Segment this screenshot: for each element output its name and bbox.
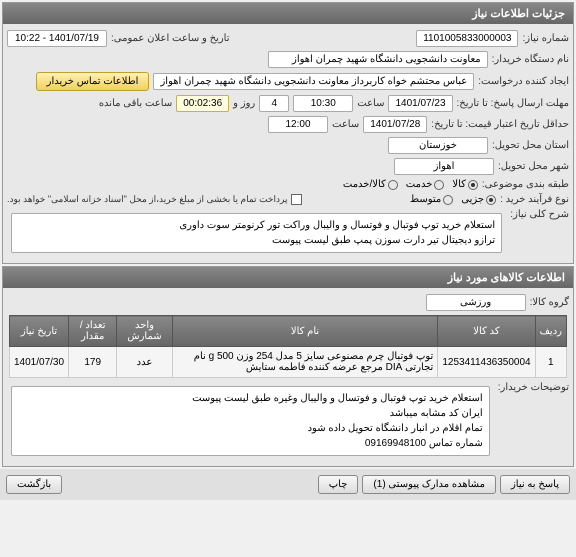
- radio-medium-label: متوسط: [410, 194, 441, 205]
- city-field: اهواز: [394, 158, 494, 175]
- radio-service[interactable]: خدمت: [406, 179, 445, 190]
- panel-title: جزئیات اطلاعات نیاز: [3, 3, 573, 24]
- radio-medium[interactable]: متوسط: [410, 194, 453, 205]
- buyer-note-l2: ایران کد مشابه میباشد: [18, 406, 483, 421]
- buyer-notes-label: توضیحات خریدار:: [498, 382, 569, 393]
- category-radio-group: کالا خدمت کالا/خدمت: [343, 179, 478, 190]
- city-label: شهر محل تحویل:: [498, 161, 569, 172]
- device-label: نام دستگاه خریدار:: [492, 54, 569, 65]
- description-box: استعلام خرید توپ فوتبال و فوتسال و والیب…: [11, 213, 502, 253]
- form-body: شماره نیاز: 1101005833000003 تاریخ و ساع…: [3, 24, 573, 263]
- radio-both[interactable]: کالا/خدمت: [343, 179, 398, 190]
- buyer-note-l4: شماره تماس 09169948100: [18, 436, 483, 451]
- footer-toolbar: پاسخ به نیاز مشاهده مدارک پیوستی (1) چاپ…: [0, 469, 576, 500]
- buyer-note-l3: تمام اقلام در انبار دانشگاه تحویل داده ش…: [18, 421, 483, 436]
- remaining-label: ساعت باقی مانده: [99, 98, 172, 109]
- price-deadline-label: حداقل تاریخ اعتبار قیمت: تا تاریخ:: [431, 119, 569, 130]
- attachments-button[interactable]: مشاهده مدارک پیوستی (1): [362, 475, 496, 494]
- contact-buyer-button[interactable]: اطلاعات تماس خریدار: [36, 72, 150, 91]
- countdown-timer: 00:02:36: [176, 95, 229, 112]
- table-header-row: ردیف کد کالا نام کالا واحد شمارش تعداد /…: [10, 316, 567, 347]
- reply-deadline-label: مهلت ارسال پاسخ: تا تاریخ:: [457, 98, 569, 109]
- cell-code: 1253411436350004: [438, 347, 535, 378]
- cell-date: 1401/07/30: [10, 347, 69, 378]
- col-code: کد کالا: [438, 316, 535, 347]
- goods-panel: اطلاعات کالاهای مورد نیاز گروه کالا: ورز…: [2, 266, 574, 467]
- table-row[interactable]: 1 1253411436350004 توپ فوتبال چرم مصنوعی…: [10, 347, 567, 378]
- reply-button[interactable]: پاسخ به نیاز: [500, 475, 570, 494]
- price-time-field: 12:00: [268, 116, 328, 133]
- radio-goods-label: کالا: [452, 179, 466, 190]
- desc-line1: استعلام خرید توپ فوتبال و فوتسال و والیب…: [18, 218, 495, 233]
- device-field: معاونت دانشجویی دانشگاه شهید چمران اهواز: [268, 51, 488, 68]
- cell-row: 1: [535, 347, 566, 378]
- days-field: 4: [259, 95, 289, 112]
- desc-line2: ترازو دیجیتال تیر دارت سوزن پمپ طبق لیست…: [18, 233, 495, 248]
- province-field: خوزستان: [388, 137, 488, 154]
- goods-group-label: گروه کالا:: [530, 297, 569, 308]
- radio-dot-icon: [486, 195, 496, 205]
- col-qty: تعداد / مقدار: [69, 316, 117, 347]
- need-no-field: 1101005833000003: [416, 30, 518, 47]
- goods-body: گروه کالا: ورزشی ردیف کد کالا نام کالا و…: [3, 288, 573, 466]
- goods-group-field: ورزشی: [426, 294, 526, 311]
- radio-dot-icon: [443, 195, 453, 205]
- goods-table: ردیف کد کالا نام کالا واحد شمارش تعداد /…: [9, 315, 567, 378]
- price-date-field: 1401/07/28: [363, 116, 427, 133]
- desc-label: شرح کلی نیاز:: [510, 209, 569, 220]
- radio-dot-icon: [468, 180, 478, 190]
- reply-time-label: ساعت: [357, 98, 384, 109]
- col-name: نام کالا: [172, 316, 438, 347]
- payment-note: پرداخت تمام یا بخشی از مبلغ خرید،از محل …: [7, 194, 287, 205]
- need-no-label: شماره نیاز:: [522, 33, 569, 44]
- col-date: تاریخ نیاز: [10, 316, 69, 347]
- days-label: روز و: [233, 98, 255, 109]
- col-row: ردیف: [535, 316, 566, 347]
- buyer-note-l1: استعلام خرید توپ فوتبال و فوتسال و والیب…: [18, 391, 483, 406]
- cell-qty: 179: [69, 347, 117, 378]
- cell-unit: عدد: [117, 347, 172, 378]
- creator-field: عباس محتشم خواه کاربرداز معاونت دانشجویی…: [153, 73, 474, 90]
- radio-both-label: کالا/خدمت: [343, 179, 386, 190]
- goods-table-wrapper: ردیف کد کالا نام کالا واحد شمارش تعداد /…: [9, 315, 567, 378]
- col-unit: واحد شمارش: [117, 316, 172, 347]
- creator-label: ایجاد کننده درخواست:: [478, 76, 569, 87]
- reply-time-field: 10:30: [293, 95, 353, 112]
- process-label: نوع فرآیند خرید :: [500, 194, 569, 205]
- announce-field: 1401/07/19 - 10:22: [7, 30, 107, 47]
- province-label: استان محل تحویل:: [492, 140, 569, 151]
- radio-dot-icon: [434, 180, 444, 190]
- category-label: طبقه بندی موضوعی:: [482, 179, 569, 190]
- reply-date-field: 1401/07/23: [388, 95, 452, 112]
- radio-partial-label: جزیی: [461, 194, 484, 205]
- cell-name: توپ فوتبال چرم مصنوعی سایز 5 مدل 254 وزن…: [172, 347, 438, 378]
- goods-panel-title: اطلاعات کالاهای مورد نیاز: [3, 267, 573, 288]
- radio-partial[interactable]: جزیی: [461, 194, 496, 205]
- radio-dot-icon: [388, 180, 398, 190]
- radio-goods[interactable]: کالا: [452, 179, 478, 190]
- radio-service-label: خدمت: [406, 179, 433, 190]
- main-panel: جزئیات اطلاعات نیاز شماره نیاز: 11010058…: [2, 2, 574, 264]
- process-radio-group: جزیی متوسط: [410, 194, 496, 205]
- back-button[interactable]: بازگشت: [6, 475, 62, 494]
- treasury-checkbox[interactable]: [291, 194, 302, 205]
- print-button[interactable]: چاپ: [318, 475, 359, 494]
- price-time-label: ساعت: [332, 119, 359, 130]
- buyer-notes-box: استعلام خرید توپ فوتبال و فوتسال و والیب…: [11, 386, 490, 456]
- announce-label: تاریخ و ساعت اعلان عمومی:: [111, 33, 230, 44]
